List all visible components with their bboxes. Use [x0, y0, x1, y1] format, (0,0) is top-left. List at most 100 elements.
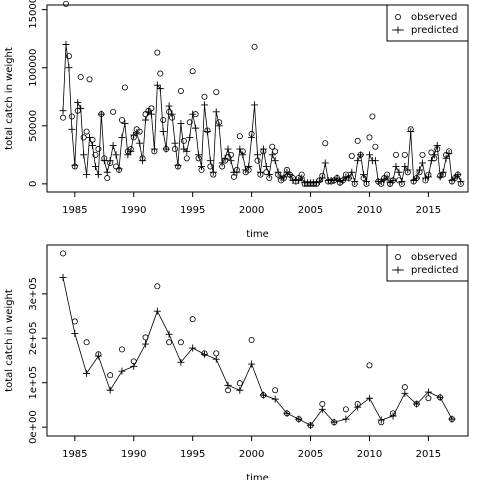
point: [177, 358, 185, 366]
point: [354, 157, 362, 165]
legend-label: observed: [411, 252, 457, 263]
point: [369, 113, 376, 120]
point: [83, 339, 90, 346]
point: [121, 84, 128, 91]
y-axis-label: total catch in weight: [4, 47, 15, 150]
point: [401, 384, 408, 391]
point: [254, 157, 261, 164]
point: [436, 173, 444, 181]
point: [366, 134, 373, 141]
point: [213, 89, 220, 96]
point: [274, 168, 282, 176]
point: [419, 159, 427, 167]
point: [357, 151, 365, 159]
point: [198, 162, 206, 170]
point: [189, 344, 197, 352]
point: [439, 168, 447, 176]
point: [59, 273, 67, 281]
point: [268, 151, 276, 159]
point: [262, 162, 270, 170]
x-tick-label: 1995: [180, 449, 205, 460]
point: [333, 174, 341, 182]
point: [168, 110, 176, 118]
point: [245, 162, 253, 170]
point: [92, 151, 99, 158]
point: [259, 391, 267, 399]
x-axis-label: time: [246, 473, 269, 480]
point: [315, 178, 323, 186]
point: [336, 178, 344, 186]
point: [189, 110, 197, 118]
point: [156, 85, 164, 93]
point: [398, 178, 406, 186]
point: [106, 157, 114, 165]
point: [62, 40, 70, 48]
point: [183, 155, 190, 162]
point: [448, 415, 456, 423]
point: [95, 146, 102, 153]
plot-frame: [46, 244, 469, 437]
point: [139, 157, 147, 165]
point: [377, 416, 385, 424]
point: [177, 87, 184, 94]
point: [174, 161, 182, 169]
point: [436, 393, 444, 401]
point: [265, 171, 273, 179]
point: [342, 415, 350, 423]
point: [177, 339, 184, 346]
point: [106, 386, 114, 394]
y-tick-label: 100000: [28, 49, 39, 87]
point: [65, 64, 73, 72]
point: [236, 145, 244, 153]
point: [427, 157, 435, 165]
point: [112, 151, 120, 159]
point: [74, 99, 82, 107]
point: [165, 102, 173, 110]
point: [124, 151, 132, 159]
point: [372, 143, 379, 150]
point: [130, 362, 138, 370]
point: [392, 162, 400, 170]
point: [322, 140, 329, 147]
point: [68, 113, 75, 120]
point: [183, 147, 191, 155]
point: [91, 162, 99, 170]
point: [133, 129, 141, 137]
point: [177, 119, 185, 127]
point: [195, 151, 203, 159]
point: [83, 369, 91, 377]
x-tick-label: 2015: [416, 449, 441, 460]
point: [392, 151, 399, 158]
point: [160, 116, 167, 123]
point: [366, 362, 373, 369]
point: [94, 171, 102, 179]
plot-frame: [46, 4, 469, 193]
point: [383, 174, 391, 182]
point: [59, 107, 67, 115]
point: [100, 157, 108, 165]
point: [433, 142, 441, 150]
legend-marker: [394, 266, 402, 274]
point: [321, 159, 329, 167]
point: [71, 161, 79, 169]
point: [283, 409, 291, 417]
y-tick-label: 0: [28, 181, 39, 187]
point: [165, 330, 173, 338]
point: [60, 114, 67, 121]
point: [319, 401, 326, 408]
point: [401, 162, 409, 170]
point: [86, 133, 94, 141]
point: [215, 122, 223, 130]
point: [401, 389, 409, 397]
point: [186, 133, 194, 141]
point: [203, 128, 211, 136]
point: [154, 283, 161, 290]
point: [80, 151, 88, 159]
point: [212, 108, 220, 116]
legend: observed predicted: [386, 4, 469, 42]
point: [213, 350, 220, 357]
point: [88, 142, 96, 150]
point: [442, 154, 450, 162]
point: [136, 139, 144, 147]
point: [457, 178, 465, 186]
